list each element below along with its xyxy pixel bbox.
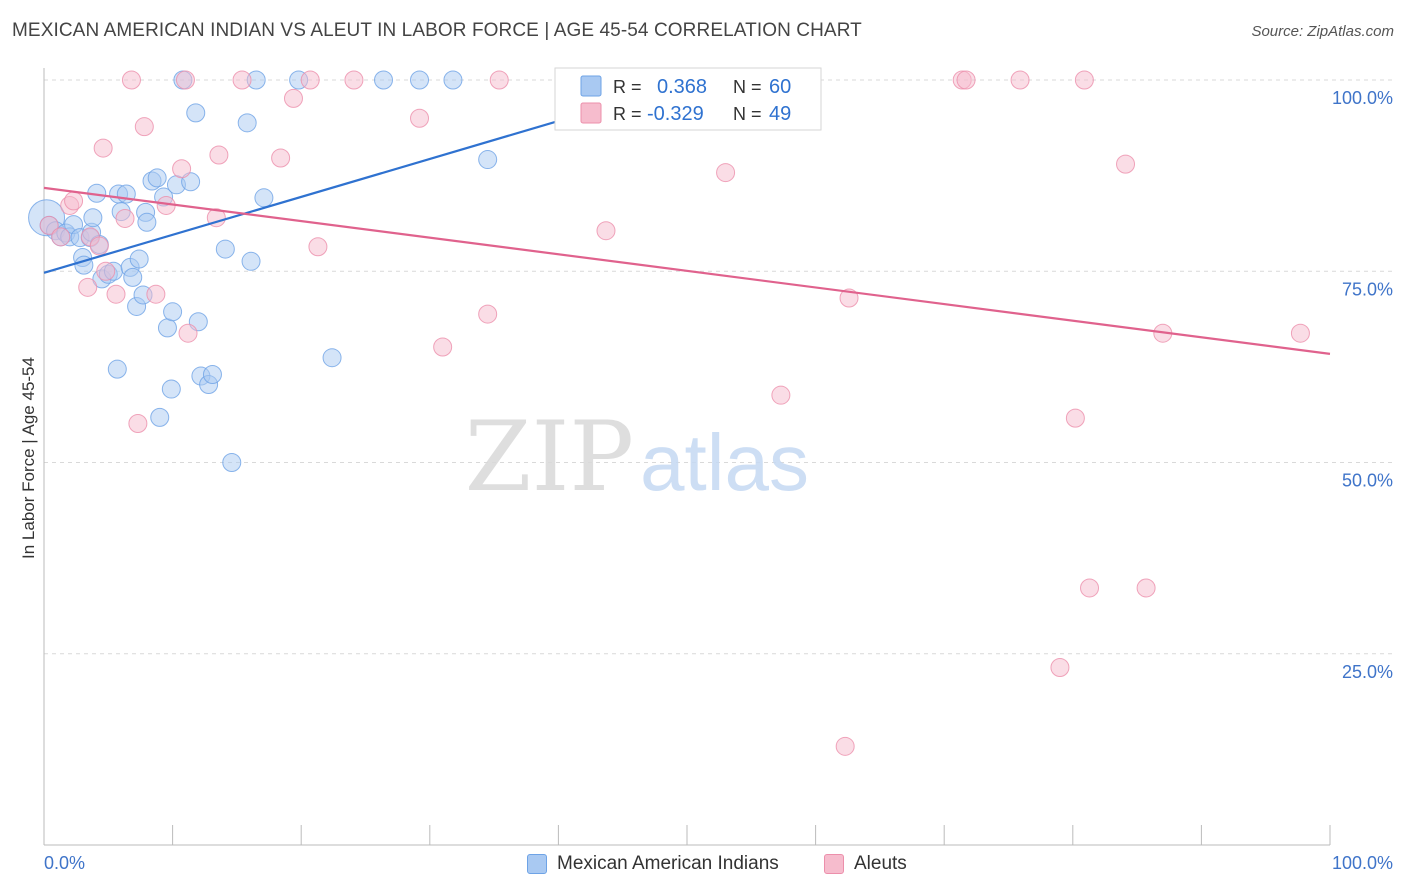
data-point — [96, 261, 116, 281]
data-point — [1136, 578, 1156, 598]
data-point — [150, 407, 170, 427]
data-point — [322, 348, 342, 368]
data-point — [271, 148, 291, 168]
data-point — [157, 318, 177, 338]
data-point — [596, 221, 616, 241]
data-point — [161, 379, 181, 399]
data-point — [433, 337, 453, 357]
data-point — [202, 365, 222, 385]
zipatlas-watermark: ZIP atlas — [465, 401, 809, 513]
data-point — [241, 251, 261, 271]
data-point — [1050, 658, 1070, 678]
data-point — [283, 88, 303, 108]
data-point — [147, 168, 167, 188]
axes: 25.0% 50.0% 75.0% 100.0% — [43, 68, 1393, 846]
data-point — [344, 70, 364, 90]
watermark-zip: ZIP — [465, 401, 634, 513]
data-point — [128, 413, 148, 433]
data-point — [956, 70, 976, 90]
data-point — [64, 191, 84, 211]
data-point — [78, 277, 98, 297]
data-point — [410, 70, 430, 90]
data-point — [181, 172, 201, 192]
x-tick-label-max: 100.0% — [1332, 853, 1393, 873]
legend-r-value-pink: -0.329 — [647, 103, 704, 125]
legend-n-label-pink: N = — [733, 104, 762, 124]
data-point — [232, 70, 252, 90]
data-point — [51, 227, 71, 247]
y-tick-label: 75.0% — [1342, 279, 1393, 299]
chart-source: Source: ZipAtlas.com — [1251, 23, 1394, 40]
data-point — [478, 304, 498, 324]
grid-lines — [44, 79, 1392, 655]
legend-swatch-pink — [824, 854, 844, 874]
data-point — [121, 70, 141, 90]
data-point — [222, 453, 242, 472]
data-point — [1010, 70, 1030, 90]
data-point — [1116, 154, 1136, 174]
data-point — [129, 249, 149, 269]
data-point — [134, 117, 154, 137]
y-tick-label: 25.0% — [1342, 662, 1393, 682]
legend-r-label-blue: R = — [613, 77, 642, 97]
data-point — [237, 113, 257, 133]
data-point — [374, 70, 394, 90]
data-point — [215, 239, 235, 259]
legend-item-aleuts[interactable]: Aleuts — [824, 853, 907, 875]
data-point — [443, 70, 463, 90]
data-point — [716, 163, 736, 183]
data-point — [209, 145, 229, 165]
legend-r-value-blue: 0.368 — [657, 76, 707, 98]
watermark-atlas: atlas — [640, 418, 809, 507]
data-point — [123, 267, 143, 287]
data-point — [115, 208, 135, 228]
y-tick-label: 100.0% — [1332, 88, 1393, 108]
data-point — [107, 359, 127, 379]
legend-label-aleuts: Aleuts — [854, 853, 907, 874]
correlation-legend: R = 0.368 N = 60 R = -0.329 N = 49 — [554, 67, 822, 131]
data-point — [839, 288, 859, 308]
data-point — [300, 70, 320, 90]
data-point — [308, 237, 328, 257]
data-point — [163, 302, 183, 322]
x-tick-label-min: 0.0% — [44, 853, 85, 873]
legend-label-mexican-american-indians: Mexican American Indians — [557, 853, 779, 874]
data-point — [1080, 578, 1100, 598]
data-point — [39, 215, 59, 235]
legend-r-label-pink: R = — [613, 104, 642, 124]
legend-swatch-pink — [580, 102, 602, 124]
data-point — [93, 138, 113, 158]
legend-n-value-pink: 49 — [769, 103, 791, 125]
data-point — [89, 236, 109, 256]
data-point — [1290, 323, 1310, 343]
data-point — [835, 736, 855, 756]
data-point — [771, 385, 791, 405]
data-point — [137, 212, 157, 232]
legend-swatch-blue — [580, 75, 602, 97]
y-axis-label: In Labor Force | Age 45-54 — [19, 357, 38, 559]
trend-line-aleuts — [43, 186, 1331, 355]
y-tick-label: 50.0% — [1342, 471, 1393, 491]
data-point — [106, 284, 126, 304]
data-point — [410, 108, 430, 128]
chart-title: MEXICAN AMERICAN INDIAN VS ALEUT IN LABO… — [12, 20, 862, 41]
data-point — [172, 159, 192, 179]
legend-n-value-blue: 60 — [769, 76, 791, 98]
legend-n-label-blue: N = — [733, 77, 762, 97]
data-point — [254, 188, 274, 208]
data-point — [1074, 70, 1094, 90]
data-point — [489, 70, 509, 90]
data-point — [178, 323, 198, 343]
data-point — [1065, 408, 1085, 428]
series-legend: Mexican American Indians Aleuts — [0, 850, 1406, 880]
data-point — [478, 150, 498, 170]
data-point — [186, 103, 206, 123]
legend-swatch-blue — [527, 854, 547, 874]
data-point — [146, 284, 166, 304]
legend-item-mexican-american-indians[interactable]: Mexican American Indians — [527, 853, 779, 875]
data-point — [83, 208, 103, 228]
data-point — [175, 70, 195, 90]
series-aleuts — [39, 70, 1310, 756]
